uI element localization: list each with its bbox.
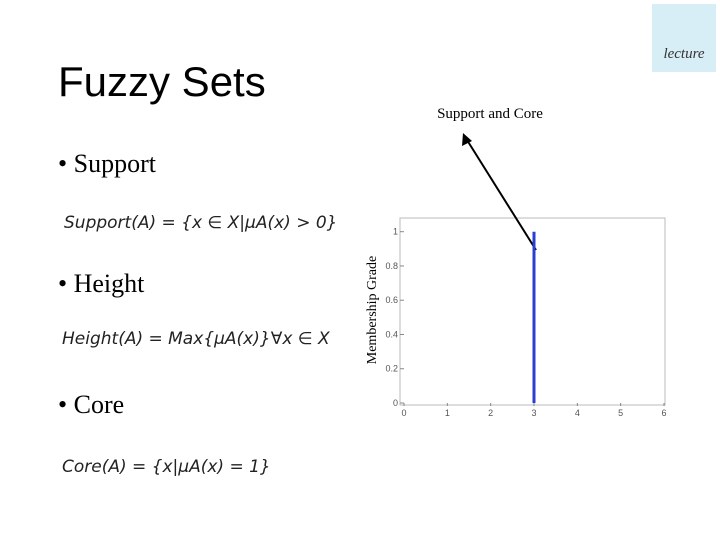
bullet: • Support (58, 149, 157, 178)
y-tick-label: 1 (393, 227, 398, 237)
annotation: Support and Core (437, 106, 543, 122)
y-tick-label: 0.2 (385, 364, 398, 374)
plot-frame (399, 217, 666, 406)
formula: Height(A) = Max{μA(x)}∀x ∈ X (62, 329, 330, 349)
x-tick-label: 6 (661, 408, 666, 418)
arrow-head (462, 133, 472, 146)
y-tick-label: 0.8 (385, 261, 398, 271)
x-tick-label: 3 (531, 408, 536, 418)
x-tick-label: 2 (488, 408, 493, 418)
formula: Support(A) = {x ∈ X|μA(x) > 0} (64, 213, 337, 233)
annotation-arrow (466, 139, 537, 251)
x-tick-label: 1 (445, 408, 450, 418)
formula: Core(A) = {x|μA(x) = 1} (62, 457, 271, 477)
bullet: • Core (58, 390, 124, 419)
bullet: • Height (58, 269, 145, 298)
x-tick-label: 4 (575, 408, 580, 418)
y-axis-label: Membership Grade (365, 256, 380, 364)
y-tick-label: 0.4 (385, 329, 398, 339)
slide-title: Fuzzy Sets (58, 58, 266, 105)
y-tick-label: 0.6 (385, 295, 398, 305)
x-tick-label: 5 (618, 408, 623, 418)
x-tick-label: 0 (401, 408, 406, 418)
logo: lecture (663, 46, 704, 62)
logo-box (652, 4, 716, 72)
y-tick-label: 0 (393, 398, 398, 408)
